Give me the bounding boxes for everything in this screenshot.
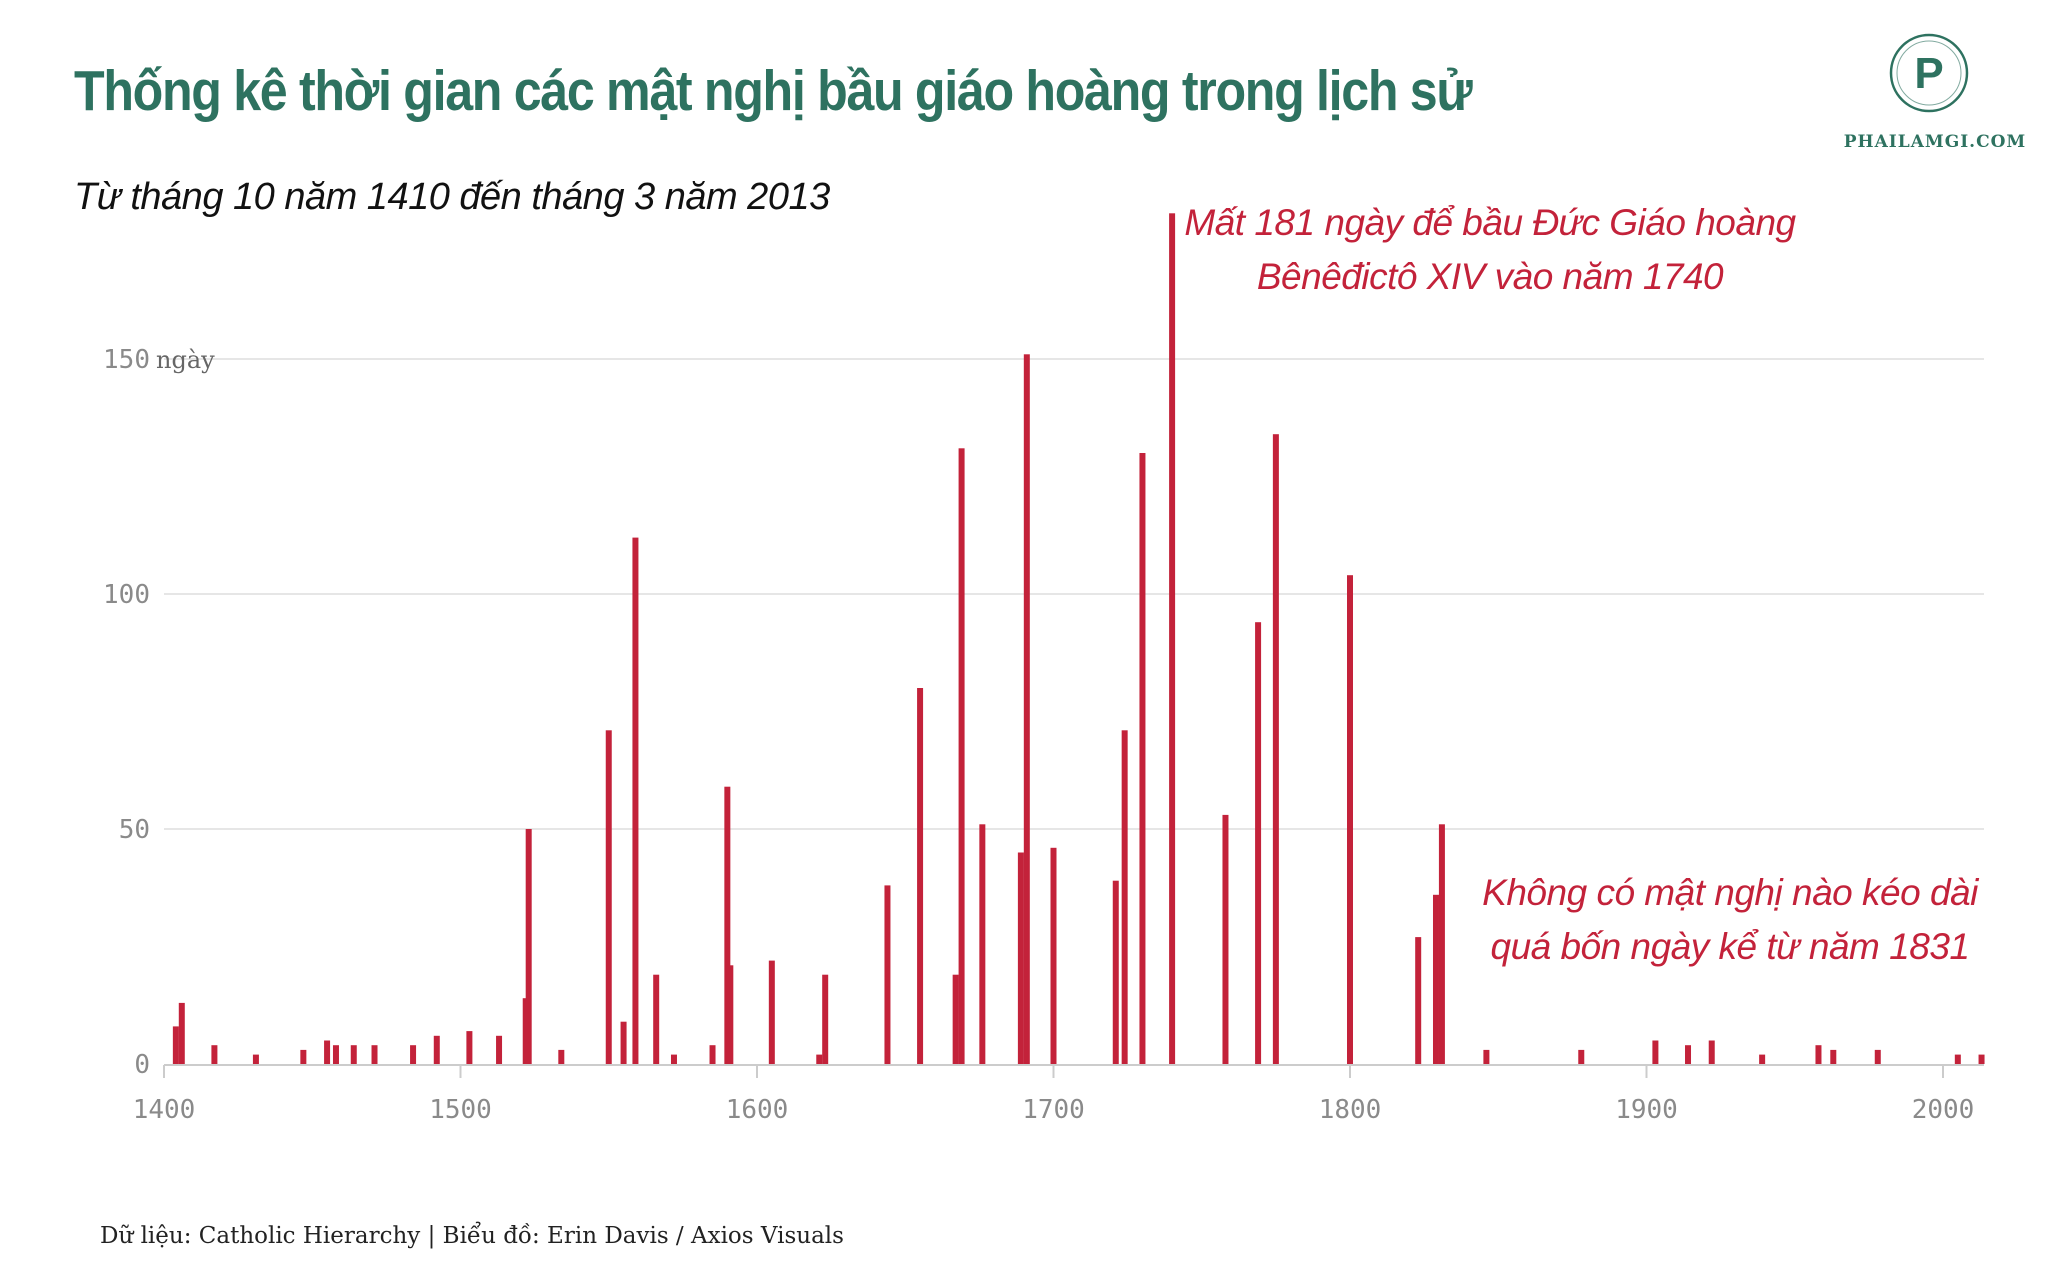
bar-1555 bbox=[620, 1021, 627, 1064]
bar-1406 bbox=[178, 1002, 185, 1064]
bar-1455 bbox=[324, 1040, 331, 1064]
bar-1404 bbox=[172, 1026, 179, 1064]
y-unit-label: ngày bbox=[156, 346, 215, 374]
bar-1585 bbox=[709, 1045, 716, 1064]
bar-1878 bbox=[1578, 1049, 1585, 1064]
x-tick-label-1400: 1400 bbox=[133, 1095, 196, 1125]
bar-1963 bbox=[1830, 1049, 1837, 1064]
x-tick-label-1800: 1800 bbox=[1319, 1095, 1382, 1125]
bar-1775 bbox=[1272, 434, 1279, 1064]
bar-1823 bbox=[1415, 937, 1422, 1064]
bar-1492 bbox=[433, 1035, 440, 1064]
chart-subtitle: Từ tháng 10 năm 1410 đến tháng 3 năm 201… bbox=[74, 176, 830, 218]
bar-2005 bbox=[1954, 1054, 1961, 1064]
x-tick-label-1600: 1600 bbox=[726, 1095, 789, 1125]
bar-1591 bbox=[727, 965, 734, 1064]
bar-2013 bbox=[1978, 1054, 1985, 1064]
bar-1700 bbox=[1050, 847, 1057, 1064]
bar-1590 bbox=[724, 786, 731, 1064]
bar-1484 bbox=[410, 1045, 417, 1064]
annotation-max-line-2: Bênêđictô XIV vào năm 1740 bbox=[1256, 256, 1724, 297]
bar-1721 bbox=[1112, 880, 1119, 1064]
y-tick-label-100: 100 bbox=[103, 580, 150, 610]
site-logo[interactable]: P PHAILAMGI.COM bbox=[1830, 30, 2040, 160]
bar-1914 bbox=[1685, 1045, 1692, 1064]
bar-1655 bbox=[917, 688, 924, 1064]
bar-1605 bbox=[768, 960, 775, 1064]
bar-1644 bbox=[884, 885, 891, 1064]
bar-1431 bbox=[252, 1054, 259, 1064]
y-tick-label-50: 50 bbox=[119, 815, 150, 845]
bar-1503 bbox=[466, 1031, 473, 1064]
bar-1534 bbox=[558, 1049, 565, 1064]
bar-1730 bbox=[1139, 453, 1146, 1064]
bar-1513 bbox=[496, 1035, 503, 1064]
bar-1566 bbox=[653, 974, 660, 1064]
bar-1623 bbox=[822, 974, 829, 1064]
bar-1922 bbox=[1708, 1040, 1715, 1064]
source-credit: Dữ liệu: Catholic Hierarchy | Biểu đồ: E… bbox=[100, 1223, 844, 1249]
annotation-max-line-1: Mất 181 ngày để bầu Đức Giáo hoàng bbox=[1184, 202, 1796, 243]
annotation-max: Mất 181 ngày để bầu Đức Giáo hoàng Bênêđ… bbox=[1170, 196, 1810, 304]
bar-1846 bbox=[1483, 1049, 1490, 1064]
x-tick-label-1500: 1500 bbox=[429, 1095, 492, 1125]
bar-1667 bbox=[952, 974, 959, 1064]
bar-1458 bbox=[332, 1045, 339, 1064]
bar-1724 bbox=[1121, 730, 1128, 1064]
bar-1621 bbox=[816, 1054, 823, 1064]
bar-1689 bbox=[1017, 852, 1024, 1064]
bar-1691 bbox=[1023, 354, 1030, 1064]
logo-text: PHAILAMGI.COM bbox=[1843, 132, 2027, 152]
gridlines bbox=[164, 358, 1984, 830]
x-tick-label-1900: 1900 bbox=[1615, 1095, 1678, 1125]
bar-1758 bbox=[1222, 814, 1229, 1064]
bar-1572 bbox=[670, 1054, 677, 1064]
tick-labels: 0 50 100 150 ngày 1400 1500 1600 1700 1800 1900 200… bbox=[103, 345, 1974, 1125]
bar-1550 bbox=[605, 730, 612, 1064]
bar-1978 bbox=[1874, 1049, 1881, 1064]
bar-1417 bbox=[211, 1045, 218, 1064]
bar-1523 bbox=[525, 829, 532, 1064]
bar-1829 bbox=[1432, 894, 1439, 1064]
y-tick-label-150: 150 bbox=[103, 345, 150, 375]
bar-1740 bbox=[1169, 213, 1176, 1065]
logo-letter: P bbox=[1914, 49, 1943, 98]
bar-1939 bbox=[1759, 1054, 1766, 1064]
bar-1471 bbox=[371, 1045, 378, 1064]
bar-1464 bbox=[350, 1045, 357, 1064]
annotation-since-1831: Không có mật nghị nào kéo dài quá bốn ng… bbox=[1440, 866, 2020, 974]
bar-1676 bbox=[979, 824, 986, 1064]
chart-title: Thống kê thời gian các mật nghị bầu giáo… bbox=[74, 59, 1473, 123]
bar-1831 bbox=[1438, 824, 1445, 1064]
bar-1800 bbox=[1347, 575, 1353, 1064]
bar-1769 bbox=[1255, 622, 1262, 1064]
bar-1669 bbox=[958, 448, 965, 1064]
bar-1447 bbox=[300, 1049, 307, 1064]
bars bbox=[172, 213, 1985, 1065]
x-tick-label-2000: 2000 bbox=[1912, 1095, 1975, 1125]
bar-1958 bbox=[1815, 1045, 1822, 1064]
x-axis bbox=[163, 1064, 1984, 1078]
bar-1559 bbox=[632, 537, 639, 1064]
x-tick-label-1700: 1700 bbox=[1022, 1095, 1085, 1125]
bar-1903 bbox=[1652, 1040, 1659, 1064]
annotation-since-1831-line-1: Không có mật nghị nào kéo dài bbox=[1482, 872, 1978, 913]
annotation-since-1831-line-2: quá bốn ngày kể từ năm 1831 bbox=[1490, 926, 1970, 967]
y-tick-label-0: 0 bbox=[134, 1050, 150, 1080]
logo-p-icon: P bbox=[1889, 33, 1969, 113]
